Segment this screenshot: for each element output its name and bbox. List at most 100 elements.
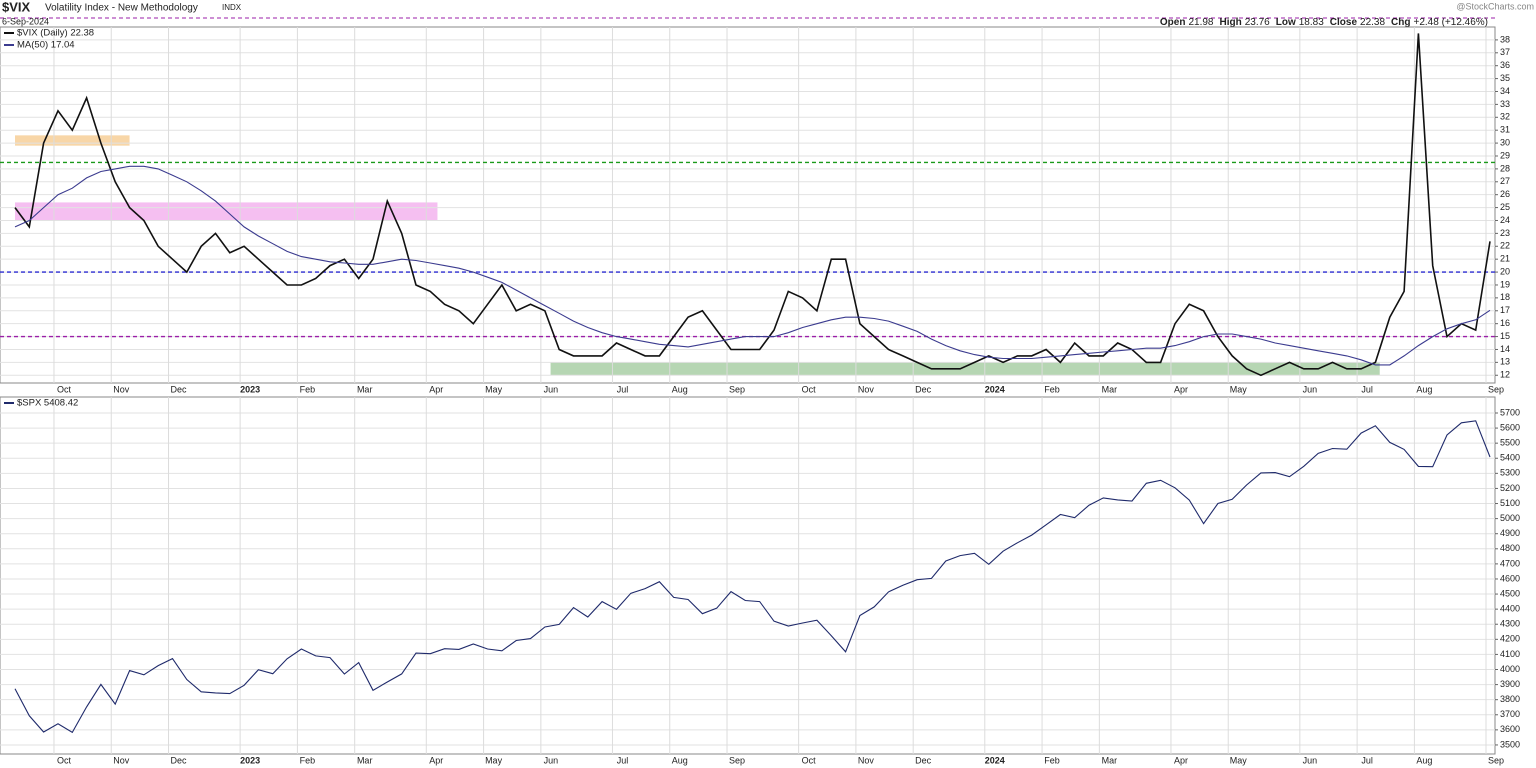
y-tick-label: 25 (1500, 202, 1510, 212)
x-tick-label: Nov (858, 384, 875, 394)
x-tick-label: Oct (57, 384, 72, 394)
y-tick-label: 38 (1500, 34, 1510, 44)
chart-title: $VIX (2, 0, 31, 14)
x-tick-label: Apr (1174, 384, 1188, 394)
quote-value: 22.38 (1360, 17, 1385, 28)
x-tick-label: Sep (729, 755, 745, 765)
y-tick-label: 4900 (1500, 528, 1520, 538)
x-tick-label: 2024 (985, 384, 1005, 394)
y-tick-label: 5400 (1500, 453, 1520, 463)
y-tick-label: 31 (1500, 125, 1510, 135)
highlight-band (550, 362, 1380, 376)
x-tick-label: May (1230, 755, 1248, 765)
y-tick-label: 18 (1500, 292, 1510, 302)
x-tick-label: Oct (57, 755, 72, 765)
y-tick-label: 22 (1500, 241, 1510, 251)
y-tick-label: 4200 (1500, 634, 1520, 644)
quote-label: Close (1330, 17, 1358, 28)
y-tick-label: 35 (1500, 73, 1510, 83)
quote-label: High (1220, 17, 1242, 28)
y-tick-label: 37 (1500, 47, 1510, 57)
exchange: INDX (222, 3, 242, 12)
quote-value: 23.76 (1245, 17, 1270, 28)
series-line (14, 420, 1491, 734)
y-tick-label: 3700 (1500, 709, 1520, 719)
y-tick-label: 15 (1500, 331, 1510, 341)
y-tick-label: 4100 (1500, 649, 1520, 659)
x-tick-label: Apr (1174, 755, 1188, 765)
legend-label: $VIX (Daily) 22.38 (17, 28, 94, 39)
series-line (14, 165, 1491, 366)
y-tick-label: 20 (1500, 266, 1510, 276)
quote-label: Chg (1391, 17, 1410, 28)
x-tick-label: Jul (1361, 755, 1373, 765)
y-tick-label: 30 (1500, 137, 1510, 147)
y-tick-label: 21 (1500, 254, 1510, 264)
x-tick-label: Jun (544, 755, 559, 765)
y-tick-label: 29 (1500, 150, 1510, 160)
y-tick-label: 5100 (1500, 498, 1520, 508)
y-tick-label: 19 (1500, 279, 1510, 289)
y-tick-label: 26 (1500, 189, 1510, 199)
y-tick-label: 13 (1500, 357, 1510, 367)
y-tick-label: 33 (1500, 99, 1510, 109)
y-tick-label: 4000 (1500, 664, 1520, 674)
y-tick-label: 5500 (1500, 438, 1520, 448)
x-tick-label: Mar (1102, 755, 1118, 765)
y-tick-label: 12 (1500, 370, 1510, 380)
chart-subtitle: Volatility Index - New Methodology (45, 3, 198, 14)
x-tick-label: Mar (357, 384, 373, 394)
y-tick-label: 14 (1500, 344, 1510, 354)
x-tick-label: Nov (858, 755, 875, 765)
legend-label: MA(50) 17.04 (17, 40, 75, 51)
y-tick-label: 4400 (1500, 604, 1520, 614)
y-tick-label: 4600 (1500, 573, 1520, 583)
x-tick-label: Sep (729, 384, 745, 394)
x-tick-label: Oct (802, 755, 817, 765)
legend-label: $SPX 5408.42 (17, 398, 78, 409)
y-tick-label: 4800 (1500, 543, 1520, 553)
x-tick-label: Feb (300, 755, 316, 765)
y-tick-label: 4300 (1500, 619, 1520, 629)
x-tick-label: Jun (1303, 384, 1318, 394)
quote-value: 21.98 (1188, 17, 1213, 28)
y-tick-label: 5000 (1500, 513, 1520, 523)
y-tick-label: 5200 (1500, 483, 1520, 493)
x-tick-label: 2023 (240, 755, 260, 765)
x-tick-label: Jul (617, 384, 629, 394)
series-line (14, 33, 1491, 377)
x-tick-label: Apr (429, 384, 443, 394)
quote-value: 18.83 (1299, 17, 1324, 28)
x-tick-label: Aug (1416, 755, 1432, 765)
watermark: @StockCharts.com (1456, 1, 1534, 11)
x-tick-label: Dec (915, 384, 932, 394)
x-tick-label: Jun (544, 384, 559, 394)
x-tick-label: May (1230, 384, 1248, 394)
y-tick-label: 17 (1500, 305, 1510, 315)
y-tick-label: 36 (1500, 60, 1510, 70)
x-tick-label: Mar (357, 755, 373, 765)
y-tick-label: 27 (1500, 176, 1510, 186)
y-tick-label: 32 (1500, 112, 1510, 122)
x-tick-label: May (485, 384, 503, 394)
y-tick-label: 3600 (1500, 724, 1520, 734)
x-tick-label: Jul (1361, 384, 1373, 394)
x-tick-label: Aug (672, 384, 688, 394)
x-tick-label: Dec (915, 755, 932, 765)
x-tick-label: Nov (113, 755, 130, 765)
quote-label: Low (1276, 17, 1296, 28)
y-tick-label: 23 (1500, 228, 1510, 238)
plot-area (0, 396, 1496, 755)
x-tick-label: 2023 (240, 384, 260, 394)
y-tick-label: 5300 (1500, 468, 1520, 478)
x-tick-label: Jul (617, 755, 629, 765)
date: 6-Sep-2024 (2, 16, 49, 26)
x-tick-label: Aug (672, 755, 688, 765)
x-tick-label: Nov (113, 384, 130, 394)
x-tick-label: 2024 (985, 755, 1005, 765)
x-tick-label: Aug (1416, 384, 1432, 394)
y-tick-label: 5700 (1500, 407, 1520, 417)
y-tick-label: 34 (1500, 86, 1510, 96)
quote: Open 21.98 High 23.76 Low 18.83 Close 22.38 Chg +… (1160, 17, 1488, 28)
y-tick-label: 4500 (1500, 588, 1520, 598)
